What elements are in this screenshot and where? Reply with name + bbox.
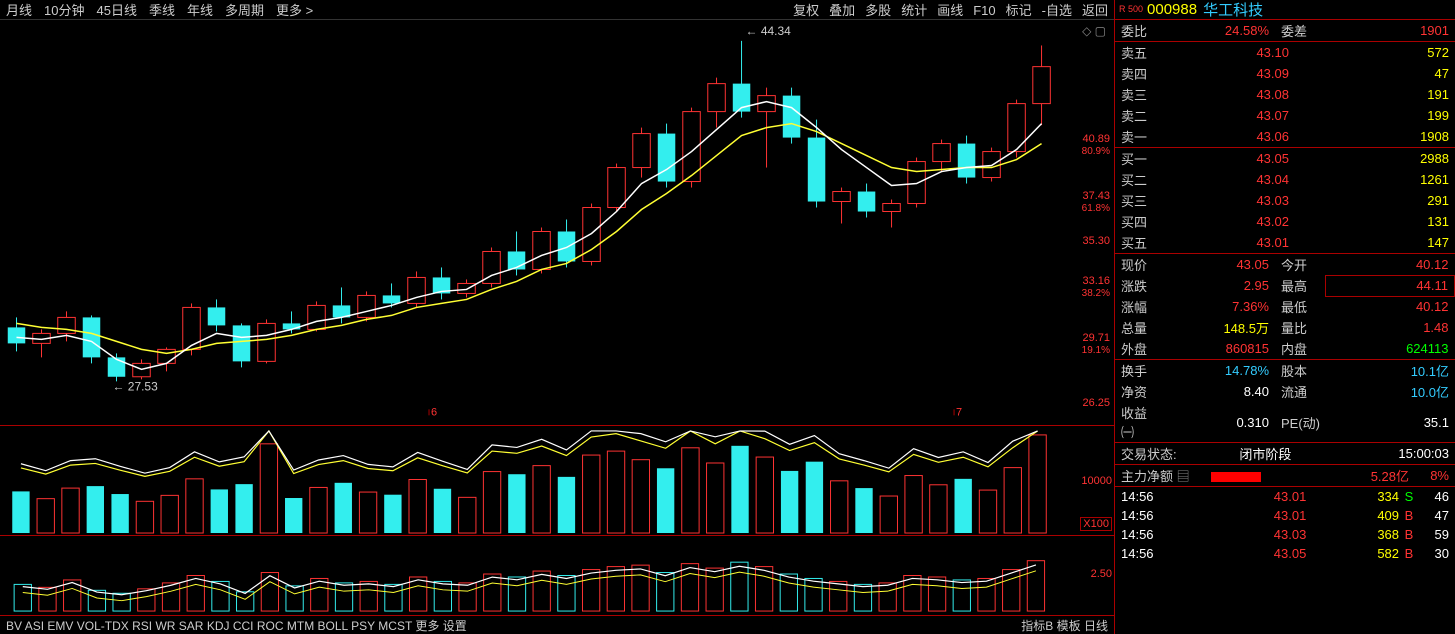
toolbar-item[interactable]: 季线 [149, 3, 175, 18]
toolbar-item[interactable]: 多股 [865, 3, 891, 18]
tick-row: 14:5643.05582B30 [1115, 544, 1455, 563]
wb-label: 委比 [1115, 20, 1175, 42]
mode-button[interactable]: 指标B [1021, 619, 1053, 633]
indicator-button[interactable]: ASI [25, 619, 44, 633]
toolbar-item[interactable]: 统计 [901, 3, 927, 18]
tick-row: 14:5643.03368B59 [1115, 525, 1455, 544]
chart-corner-icons[interactable]: ◇ ▢ [1082, 24, 1106, 38]
indicator-button[interactable]: ROC [257, 619, 284, 633]
main-net-pct: 8% [1415, 465, 1455, 487]
indicator-button[interactable]: BV [6, 619, 22, 633]
toolbar-item[interactable]: 年线 [187, 3, 213, 18]
main-net-label: 主力净额 ▤ [1115, 465, 1205, 487]
main-net-amt: 5.28亿 [1321, 465, 1415, 487]
main-net-bar [1205, 465, 1321, 487]
toolbar-item[interactable]: 复权 [793, 3, 819, 18]
toolbar-item[interactable]: 叠加 [829, 3, 855, 18]
stock-code: 000988 [1147, 1, 1197, 18]
indicator-button[interactable]: EMV [47, 619, 73, 633]
indicator-button[interactable]: 更多 [415, 619, 439, 633]
toolbar-item[interactable]: F10 [973, 3, 995, 18]
stock-name: 华工科技 [1203, 0, 1263, 20]
indicator-chart-area[interactable]: 2.50 [0, 536, 1114, 616]
candle-chart-area[interactable]: ← 44.34← 27.5367 40.8980.9%37.4361.8%35.… [0, 20, 1114, 426]
indicator-button[interactable]: KDJ [207, 619, 230, 633]
indicator-button[interactable]: BOLL [318, 619, 348, 633]
ind-axis-label: 2.50 [1091, 568, 1112, 580]
status-label: 交易状态: [1115, 443, 1233, 465]
trading-status-row: 交易状态: 闭市阶段 15:00:03 [1115, 443, 1455, 465]
status-value: 闭市阶段 [1233, 443, 1345, 465]
indicator-button[interactable]: SAR [179, 619, 204, 633]
mode-button[interactable]: 日线 [1084, 619, 1108, 633]
indicator-button[interactable]: MTM [287, 619, 314, 633]
toolbar-item[interactable]: 10分钟 [44, 3, 84, 18]
vol-scale-tag: X100 [1080, 517, 1112, 531]
volume-chart[interactable] [0, 426, 1114, 535]
wc-label: 委差 [1275, 20, 1335, 42]
quote-kv-1: 现价43.05今开40.12涨跌2.95最高44.11涨幅7.36%最低40.1… [1115, 254, 1455, 360]
svg-text:7: 7 [956, 406, 962, 418]
indicator-toolbar: BV ASI EMV VOL-TDX RSI WR SAR KDJ CCI RO… [0, 616, 1114, 634]
indicator-button[interactable]: 设置 [443, 619, 467, 633]
indicator-button[interactable]: WR [155, 619, 175, 633]
indicator-chart[interactable] [0, 536, 1114, 615]
svg-text:6: 6 [431, 406, 437, 418]
indicator-button[interactable]: VOL-TDX [77, 619, 129, 633]
quote-kv-2: 换手14.78%股本10.1亿净资8.40流通10.0亿收益㈠0.310PE(动… [1115, 360, 1455, 443]
top-toolbar: 月线 10分钟 45日线季线年线多周期更多 > 复权叠加多股统计画线 F10 标记 -自选… [0, 0, 1114, 20]
indicator-button[interactable]: MCST [378, 619, 412, 633]
volume-chart-area[interactable]: 10000 X100 [0, 426, 1114, 536]
tick-row: 14:5643.01334S46 [1115, 487, 1455, 506]
svg-text:← 27.53: ← 27.53 [113, 380, 159, 394]
indicator-button[interactable]: RSI [132, 619, 152, 633]
quote-panel: R 500 000988 华工科技 委比 24.58% 委差 1901 卖五43… [1115, 0, 1455, 634]
main-net-row: 主力净额 ▤ 5.28亿 8% [1115, 465, 1455, 487]
candle-chart[interactable]: ← 44.34 ← 27.53 6 7 [0, 20, 1114, 425]
indicator-button[interactable]: PSY [351, 619, 375, 633]
toolbar-item[interactable]: 45日线 [96, 3, 136, 18]
toolbar-item[interactable]: 画线 [937, 3, 963, 18]
r500-badge: R 500 [1119, 5, 1143, 14]
indicator-button[interactable]: CCI [233, 619, 254, 633]
toolbar-item[interactable]: -自选 [1042, 3, 1072, 18]
mode-button[interactable]: 模板 [1057, 619, 1081, 633]
toolbar-item[interactable]: 标记 [1006, 3, 1032, 18]
toolbar-item[interactable]: 多周期 [225, 3, 264, 18]
toolbar-item[interactable]: 月线 [6, 3, 32, 18]
ask-levels: 卖五43.10572卖四43.0947卖三43.08191卖二43.07199卖… [1115, 42, 1455, 147]
toolbar-item[interactable]: 更多 > [276, 3, 313, 18]
stock-header[interactable]: R 500 000988 华工科技 [1115, 0, 1455, 20]
bid-levels: 买一43.052988买二43.041261买三43.03291买四43.021… [1115, 148, 1455, 254]
status-time: 15:00:03 [1345, 443, 1455, 465]
wc-value: 1901 [1335, 20, 1455, 42]
commission-ratio-row: 委比 24.58% 委差 1901 [1115, 20, 1455, 42]
wb-value: 24.58% [1175, 20, 1275, 42]
tick-list[interactable]: 14:5643.01334S4614:5643.01409B4714:5643.… [1115, 487, 1455, 634]
tick-row: 14:5643.01409B47 [1115, 506, 1455, 525]
toolbar-item[interactable]: 返回 [1082, 3, 1108, 18]
svg-text:← 44.34: ← 44.34 [746, 24, 792, 38]
vol-axis-label: 10000 [1081, 475, 1112, 487]
